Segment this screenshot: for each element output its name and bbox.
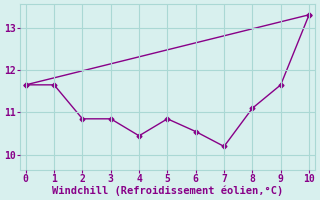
X-axis label: Windchill (Refroidissement éolien,°C): Windchill (Refroidissement éolien,°C) bbox=[52, 185, 283, 196]
